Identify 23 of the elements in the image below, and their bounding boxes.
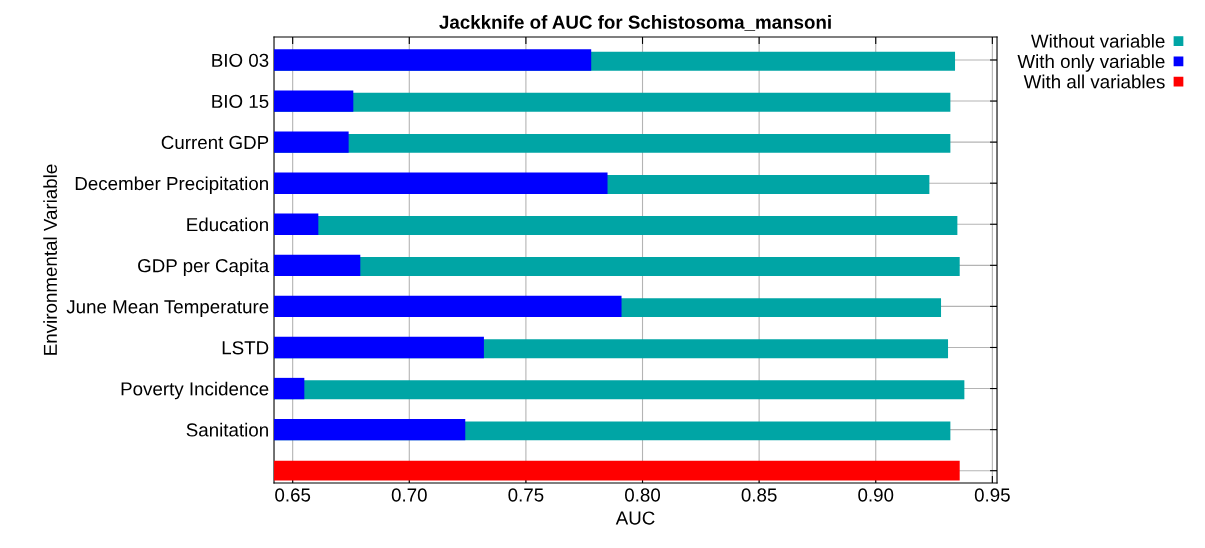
y-tick-label: BIO 03 [212,53,269,67]
y-tick-label: Sanitation [186,422,268,437]
legend-label: Without variable [1031,34,1165,48]
x-tick-label: 0.90 [858,488,894,502]
legend-label: With only variable [1017,54,1165,72]
y-tick-label: December Precipitation [75,176,268,194]
x-axis-title: AUC [615,511,655,525]
y-tick-label: GDP per Capita [138,258,270,277]
y-tick-label: Education [187,217,268,232]
y-tick-label: LSTD [222,341,269,355]
y-tick-label: BIO 15 [212,94,269,109]
y-tick-label: Poverty Incidence [121,381,269,400]
x-tick-label: 0.95 [974,488,1010,502]
x-tick-label: 0.85 [741,488,777,502]
x-tick-label: 0.70 [391,488,427,502]
x-tick-label: 0.80 [625,488,661,502]
x-tick-label: 0.65 [275,488,311,502]
x-tick-label: 0.75 [508,488,544,502]
chart-title: Jackknife of AUC for Schistosoma_mansoni [439,15,831,31]
y-tick-label: Current GDP [161,135,269,150]
y-axis-title: Environmental Variable [43,164,58,355]
legend-label: With all variables [1023,74,1165,89]
y-tick-label: June Mean Temperature [66,300,269,318]
